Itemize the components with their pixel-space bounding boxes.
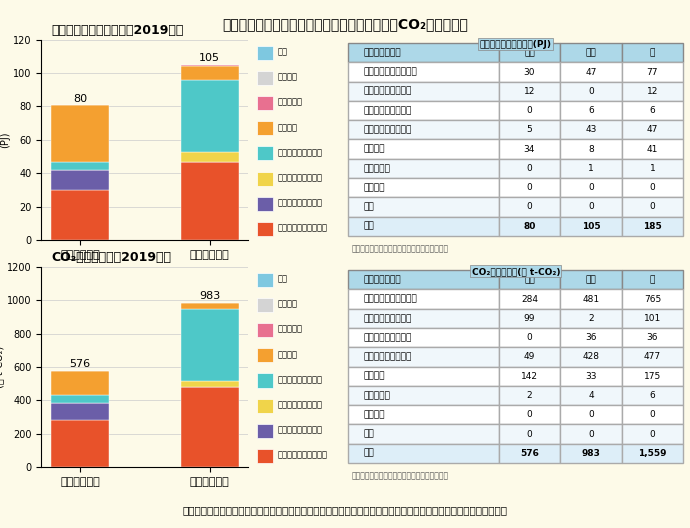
FancyBboxPatch shape	[257, 172, 273, 185]
FancyBboxPatch shape	[257, 449, 273, 463]
Bar	[181, 64, 239, 67]
Text: 固形燃料／セメント: 固形燃料／セメント	[277, 375, 323, 384]
Text: ガス化（燃料利用）: ガス化（燃料利用）	[277, 173, 323, 182]
Text: 発電焼却: 発電焼却	[277, 123, 297, 132]
FancyBboxPatch shape	[257, 222, 273, 235]
Text: 発電焼却: 発電焼却	[277, 350, 297, 359]
FancyBboxPatch shape	[257, 423, 273, 438]
FancyBboxPatch shape	[257, 273, 273, 287]
Text: エネルギー削減貢献量(PJ): エネルギー削減貢献量(PJ)	[480, 40, 552, 49]
Bar	[181, 303, 239, 304]
Bar	[181, 162, 239, 240]
FancyBboxPatch shape	[257, 298, 273, 312]
FancyBboxPatch shape	[257, 323, 273, 337]
Text: CO₂削減貢献量(万 t-CO₂): CO₂削減貢献量(万 t-CO₂)	[471, 267, 560, 276]
FancyBboxPatch shape	[257, 121, 273, 135]
Text: 廃プラスチックの有効利用によるエネルギー・CO₂の削減効果: 廃プラスチックの有効利用によるエネルギー・CO₂の削減効果	[222, 17, 468, 31]
Text: ケミカルリサイクル: ケミカルリサイクル	[277, 198, 323, 207]
Bar	[51, 420, 109, 467]
Text: 埋立: 埋立	[277, 275, 288, 284]
Bar	[181, 152, 239, 162]
Text: 産業系廃棄物は、「汚れていない」「単一素材」の割合が高いので、マテリアルリサイクルの削減貢献量が大きい。: 産業系廃棄物は、「汚れていない」「単一素材」の割合が高いので、マテリアルリサイク…	[182, 505, 508, 515]
Bar	[51, 170, 109, 190]
FancyBboxPatch shape	[257, 373, 273, 388]
Bar	[51, 403, 109, 420]
Text: 熱利用焼却: 熱利用焼却	[277, 98, 303, 107]
Bar	[181, 304, 239, 309]
Text: 四捨五入による数値の不一致は一部存在する。: 四捨五入による数値の不一致は一部存在する。	[352, 472, 449, 480]
Bar	[51, 162, 109, 170]
Text: 単純焼却: 単純焼却	[277, 300, 297, 309]
Bar	[181, 381, 239, 386]
Bar	[51, 190, 109, 240]
FancyBboxPatch shape	[257, 96, 273, 110]
Bar	[181, 387, 239, 467]
FancyBboxPatch shape	[257, 399, 273, 412]
Text: 埋立: 埋立	[277, 48, 288, 56]
Bar	[51, 395, 109, 403]
Text: 四捨五入による数値の不一致は一部存在する。: 四捨五入による数値の不一致は一部存在する。	[352, 244, 449, 253]
Y-axis label: (万 t-CO₂): (万 t-CO₂)	[0, 346, 4, 388]
Text: ケミカルリサイクル: ケミカルリサイクル	[277, 425, 323, 434]
Text: 単純焼却: 単純焼却	[277, 73, 297, 82]
FancyBboxPatch shape	[257, 348, 273, 362]
Text: ガス化（燃料利用）: ガス化（燃料利用）	[277, 400, 323, 409]
Bar	[51, 371, 109, 395]
Bar	[181, 67, 239, 80]
Bar	[51, 105, 109, 162]
FancyBboxPatch shape	[257, 46, 273, 60]
Y-axis label: (PJ): (PJ)	[1, 131, 10, 148]
Bar	[181, 80, 239, 152]
Text: 105: 105	[199, 53, 220, 63]
Text: 固形燃料／セメント: 固形燃料／セメント	[277, 148, 323, 157]
Text: エネルギー削減貢献量（2019年）: エネルギー削減貢献量（2019年）	[52, 24, 184, 37]
Text: マテリアルリサイクル: マテリアルリサイクル	[277, 450, 328, 459]
Text: 80: 80	[73, 95, 87, 105]
FancyBboxPatch shape	[257, 146, 273, 161]
Text: 576: 576	[70, 359, 90, 369]
FancyBboxPatch shape	[257, 196, 273, 211]
Bar	[181, 309, 239, 381]
Text: CO₂削減貢献量（2019年）: CO₂削減貢献量（2019年）	[52, 251, 172, 264]
Text: 983: 983	[199, 291, 220, 301]
Text: マテリアルリサイクル: マテリアルリサイクル	[277, 223, 328, 232]
Text: 熱利用焼却: 熱利用焼却	[277, 325, 303, 334]
FancyBboxPatch shape	[257, 71, 273, 85]
